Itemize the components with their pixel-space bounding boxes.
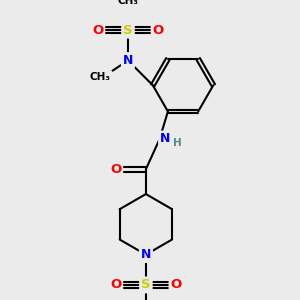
- Text: N: N: [160, 133, 170, 146]
- Text: O: O: [110, 163, 121, 176]
- Text: O: O: [153, 24, 164, 37]
- Text: O: O: [110, 278, 121, 291]
- Text: N: N: [123, 54, 133, 67]
- Text: CH₃: CH₃: [118, 0, 139, 6]
- Text: N: N: [141, 248, 151, 261]
- Text: S: S: [141, 278, 151, 291]
- Text: H: H: [173, 138, 182, 148]
- Text: O: O: [170, 278, 182, 291]
- Text: S: S: [123, 24, 133, 37]
- Text: O: O: [92, 24, 103, 37]
- Text: CH₃: CH₃: [90, 72, 111, 82]
